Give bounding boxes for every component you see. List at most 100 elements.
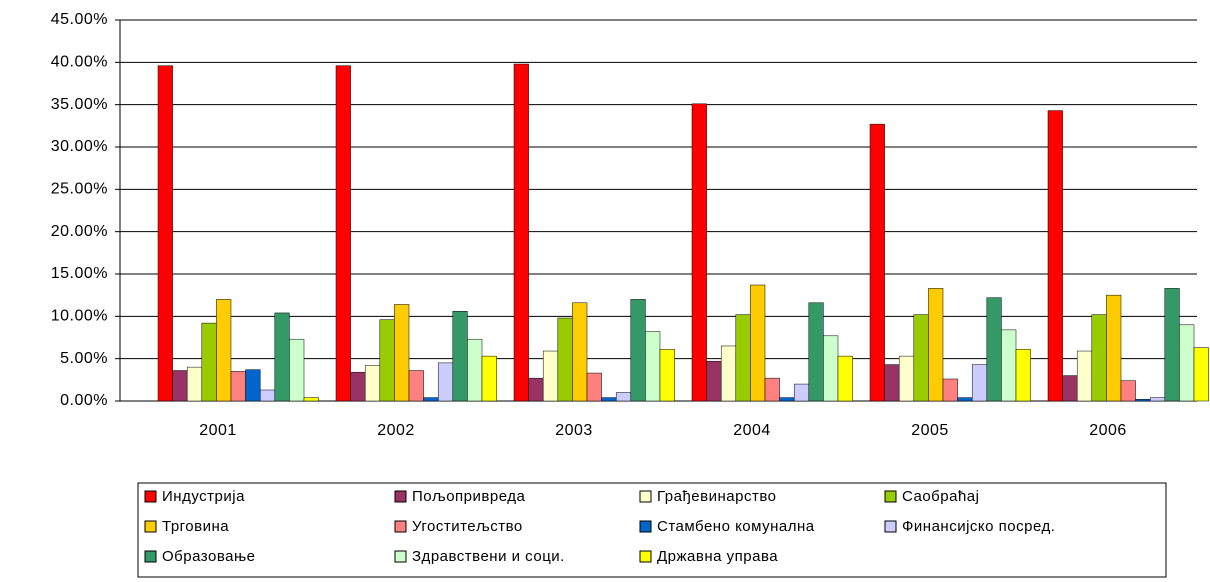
bar xyxy=(1062,375,1078,402)
legend-swatch xyxy=(884,490,897,503)
legend-swatch xyxy=(394,550,407,563)
x-tick-label: 2001 xyxy=(199,422,237,439)
legend-label: Угоститељство xyxy=(412,518,523,535)
bar xyxy=(942,378,958,402)
bar xyxy=(1179,324,1195,402)
bar xyxy=(793,383,810,402)
legend-label: Здравствени и соци. xyxy=(412,548,565,565)
bar xyxy=(172,370,188,402)
legend-label: Пољопривреда xyxy=(412,488,525,505)
bar xyxy=(350,371,366,402)
y-tick-label: 15.00% xyxy=(51,265,108,282)
legend-label: Финансијско посред. xyxy=(902,518,1055,535)
bar xyxy=(186,366,203,402)
bar xyxy=(1015,349,1031,402)
bar xyxy=(1135,399,1151,402)
legend-label: Образовање xyxy=(162,548,256,565)
bar xyxy=(615,392,632,402)
bar xyxy=(659,349,675,402)
bar xyxy=(572,302,588,402)
bar xyxy=(1001,329,1017,402)
legend-swatch xyxy=(639,490,652,503)
y-tick-label: 35.00% xyxy=(51,96,108,113)
bar xyxy=(764,377,780,402)
legend: Индустрија Пољопривреда Грађевинарство Саоб… xyxy=(144,488,1055,565)
y-tick-label: 10.00% xyxy=(51,308,108,325)
bar xyxy=(157,65,173,402)
bar xyxy=(230,371,246,402)
legend-label: Индустрија xyxy=(162,488,245,505)
legend-label: Државна управа xyxy=(657,548,778,565)
bar xyxy=(1193,347,1209,402)
bar xyxy=(735,314,751,402)
bar xyxy=(245,369,261,402)
legend-label: Трговина xyxy=(162,518,229,535)
bar xyxy=(542,350,559,402)
bar xyxy=(706,360,722,402)
bar xyxy=(274,312,290,402)
bar xyxy=(808,302,824,402)
legend-label: Саобраћај xyxy=(902,488,979,505)
y-tick-label: 40.00% xyxy=(51,54,108,71)
bar xyxy=(971,364,988,402)
bar xyxy=(884,364,900,402)
bar xyxy=(335,65,351,402)
bar xyxy=(837,355,853,402)
x-tick-label: 2004 xyxy=(733,422,771,439)
bar xyxy=(557,317,573,402)
y-tick-label: 20.00% xyxy=(51,223,108,240)
bar xyxy=(216,299,232,402)
y-tick-label: 0.00% xyxy=(60,392,108,409)
bar xyxy=(1149,397,1166,402)
bar xyxy=(869,123,885,402)
legend-swatch xyxy=(639,520,652,533)
bar xyxy=(779,397,795,402)
x-tick-label: 2006 xyxy=(1089,422,1127,439)
y-tick-label: 25.00% xyxy=(51,181,108,198)
bar xyxy=(452,311,468,402)
bar xyxy=(467,338,483,402)
legend-label: Грађевинарство xyxy=(657,488,776,505)
bar xyxy=(720,345,737,402)
legend-swatch xyxy=(144,520,157,533)
legend-box xyxy=(137,482,1167,578)
bar xyxy=(481,355,497,402)
legend-label: Стамбено комунална xyxy=(657,518,815,535)
bar xyxy=(928,288,944,402)
bar xyxy=(1120,380,1136,402)
legend-swatch xyxy=(639,550,652,563)
bar xyxy=(303,397,319,402)
y-tick-label: 45.00% xyxy=(51,11,108,28)
bar xyxy=(586,372,602,402)
bar xyxy=(898,355,915,402)
bar xyxy=(1076,350,1093,402)
bar xyxy=(394,304,410,402)
bar xyxy=(957,397,973,402)
legend-swatch xyxy=(394,520,407,533)
bar xyxy=(379,319,395,402)
bar xyxy=(823,335,839,402)
bar xyxy=(408,370,424,402)
x-tick-label: 2005 xyxy=(911,422,949,439)
bar xyxy=(986,297,1002,402)
bar xyxy=(437,362,454,402)
legend-swatch xyxy=(144,550,157,563)
y-tick-label: 30.00% xyxy=(51,138,108,155)
bar xyxy=(259,389,276,402)
bar xyxy=(289,338,305,402)
bar xyxy=(513,63,529,402)
bar xyxy=(1106,294,1122,402)
bar xyxy=(1164,288,1180,402)
legend-swatch xyxy=(144,490,157,503)
bar xyxy=(913,314,929,402)
legend-swatch xyxy=(394,490,407,503)
y-tick-label: 5.00% xyxy=(60,350,108,367)
x-tick-label: 2002 xyxy=(377,422,415,439)
bar xyxy=(1091,314,1107,402)
bar xyxy=(528,377,544,402)
legend-swatch xyxy=(884,520,897,533)
bar xyxy=(423,397,439,402)
bar xyxy=(691,103,707,402)
